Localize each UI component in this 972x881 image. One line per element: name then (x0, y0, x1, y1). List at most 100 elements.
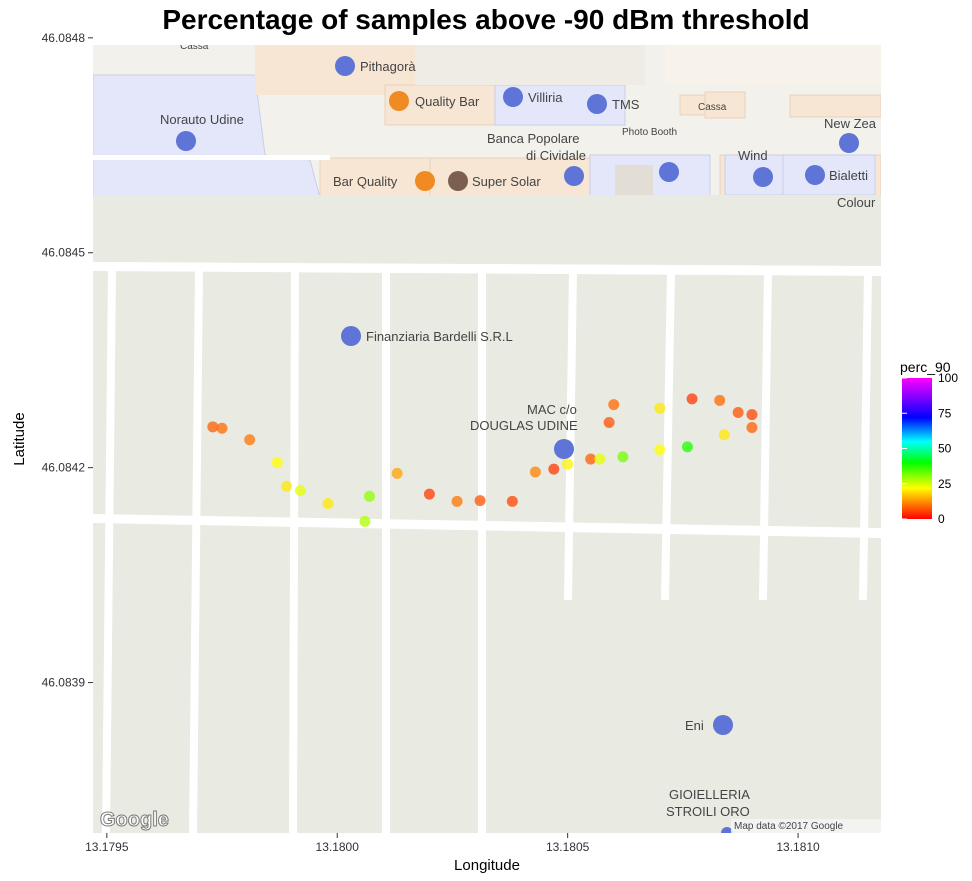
legend-tick-label: 75 (938, 406, 952, 420)
map-label: Villiria (528, 90, 563, 105)
map-label: Photo Booth (622, 127, 677, 138)
map-label: Eni (685, 718, 704, 733)
google-logo: Google (100, 809, 169, 831)
map-label: Colour (837, 195, 876, 210)
map-label: MAC c/o (527, 402, 577, 417)
y-axis: 46.0839 46.0842 46.0845 46.0848 (42, 31, 93, 690)
data-point (281, 480, 293, 492)
legend-tick-label: 0 (938, 512, 945, 526)
data-point (359, 515, 371, 527)
y-tick-label: 46.0839 (42, 676, 86, 690)
map-label: Cassa (698, 102, 727, 113)
data-point (529, 466, 541, 478)
x-tick-label: 13.1795 (85, 840, 129, 854)
data-point (608, 399, 620, 411)
shopping-icon (335, 56, 355, 76)
map-panel: Pithagorà Norauto Udine Quality Bar Vill… (93, 41, 881, 833)
map-roads (93, 155, 881, 833)
cafe-icon (415, 171, 435, 191)
map-label: New Zea (824, 116, 877, 131)
shopping-icon (721, 827, 733, 833)
data-point (322, 497, 334, 509)
y-tick-label: 46.0842 (42, 461, 86, 475)
shopping-icon (753, 167, 773, 187)
data-point (686, 393, 698, 405)
data-points (207, 393, 758, 527)
shopping-icon (503, 87, 523, 107)
map-label: di Cividale (526, 148, 586, 163)
chart-title: Percentage of samples above -90 dBm thre… (162, 4, 810, 35)
data-point (216, 422, 228, 434)
map-label: Banca Popolare (487, 131, 580, 146)
x-axis: 13.1795 13.1800 13.1805 13.1810 (85, 833, 820, 854)
map-label: Wind (738, 148, 768, 163)
map-labels: Pithagorà Norauto Udine Quality Bar Vill… (160, 41, 877, 819)
legend-title: perc_90 (900, 359, 951, 375)
data-point (594, 453, 606, 465)
y-tick-label: 46.0848 (42, 31, 86, 45)
x-tick-label: 13.1800 (316, 840, 360, 854)
map-label: Pithagorà (360, 59, 416, 74)
legend: perc_90 0 25 50 75 100 (900, 359, 958, 526)
data-point (714, 394, 726, 406)
data-point (294, 485, 306, 497)
map-label: Norauto Udine (160, 112, 244, 127)
data-point (363, 490, 375, 502)
legend-ticks: 0 25 50 75 100 (902, 371, 958, 526)
shopping-icon (554, 439, 574, 459)
data-point (244, 434, 256, 446)
shopping-icon (839, 133, 859, 153)
map-label: TMS (612, 97, 640, 112)
attribution-background (731, 819, 881, 833)
map-label: STROILI ORO (666, 804, 750, 819)
shopping-icon (341, 326, 361, 346)
legend-tick-label: 50 (938, 442, 952, 456)
shopping-icon (176, 131, 196, 151)
shopping-icon (805, 165, 825, 185)
data-point (654, 444, 666, 456)
data-point (746, 409, 758, 421)
gas-station-icon (713, 715, 733, 735)
x-tick-label: 13.1805 (546, 840, 590, 854)
data-point (271, 457, 283, 469)
data-point (617, 451, 629, 463)
y-tick-label: 46.0845 (42, 246, 86, 260)
legend-tick-label: 100 (938, 371, 958, 385)
data-point (746, 422, 758, 434)
map-label: Bialetti (829, 168, 868, 183)
map-buildings (93, 45, 881, 263)
data-point (474, 495, 486, 507)
data-point (548, 463, 560, 475)
map-label: Finanziaria Bardelli S.R.L (366, 329, 513, 344)
bar-icon (389, 91, 409, 111)
store-icon (448, 171, 468, 191)
map-label: Super Solar (472, 174, 541, 189)
data-point (562, 458, 574, 470)
legend-tick-label: 25 (938, 477, 952, 491)
map-label: Bar Quality (333, 174, 398, 189)
data-point (681, 441, 693, 453)
data-point (585, 453, 597, 465)
x-tick-label: 13.1810 (776, 840, 820, 854)
map-label: Cassa (180, 41, 209, 52)
data-point (654, 402, 666, 414)
data-point (732, 406, 744, 418)
shopping-icon (587, 94, 607, 114)
data-point (451, 495, 463, 507)
shopping-icon (659, 162, 679, 182)
map-label: Quality Bar (415, 94, 480, 109)
data-point (391, 467, 403, 479)
data-point (423, 488, 435, 500)
data-point (506, 495, 518, 507)
data-point (603, 417, 615, 429)
y-axis-label: Latitude (11, 412, 28, 465)
data-point (207, 421, 219, 433)
map-poi-markers (176, 56, 859, 833)
map-label: GIOIELLERIA (669, 787, 750, 802)
data-point (718, 429, 730, 441)
map-label: DOUGLAS UDINE (470, 418, 578, 433)
bank-icon (564, 166, 584, 186)
map-attribution: Map data ©2017 Google (734, 821, 844, 832)
x-axis-label: Longitude (454, 857, 520, 874)
